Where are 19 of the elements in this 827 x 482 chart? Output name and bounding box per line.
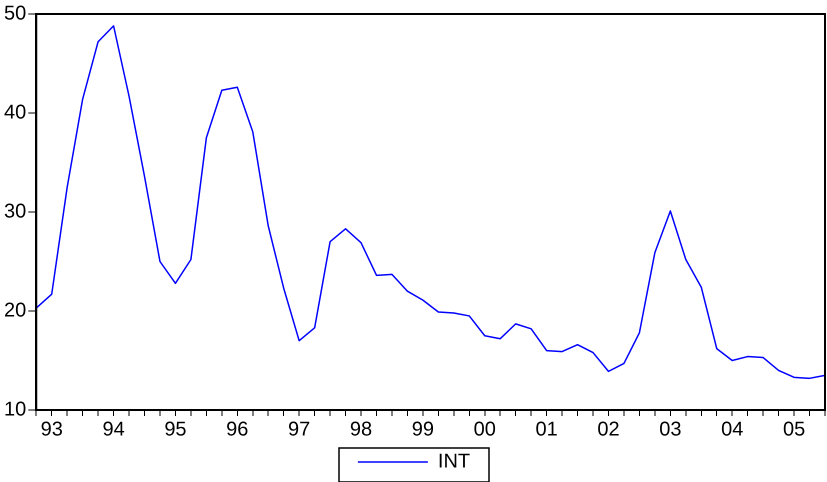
y-tick-label: 20: [4, 300, 26, 322]
x-tick-label: 03: [659, 418, 682, 441]
x-tick-label: 98: [350, 418, 372, 441]
x-tick-label: 02: [597, 418, 620, 441]
x-tick-label: 95: [164, 418, 187, 441]
x-tick-label: 96: [226, 418, 248, 441]
x-tick-label: 01: [535, 418, 558, 441]
x-tick-label: 04: [721, 418, 744, 441]
legend-label: INT: [438, 450, 470, 473]
y-tick-label: 30: [4, 200, 26, 223]
x-tick-label: 00: [474, 418, 496, 441]
x-tick-label: 94: [102, 418, 125, 441]
y-tick-label: 40: [4, 102, 26, 124]
x-tick-label: 97: [288, 418, 310, 441]
x-tick-label: 93: [40, 418, 63, 441]
x-tick-label: 05: [782, 418, 806, 441]
y-tick-label: 50: [4, 2, 26, 25]
x-tick-label: 99: [412, 418, 434, 441]
y-tick-label: 10: [4, 398, 26, 421]
